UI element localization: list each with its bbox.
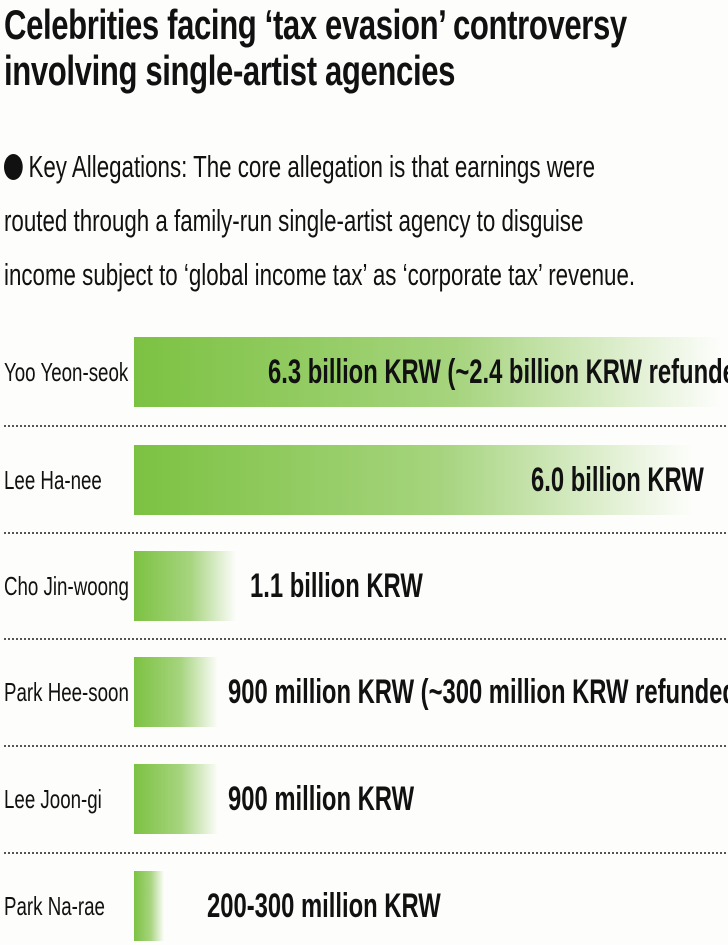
- row-divider: [4, 638, 726, 640]
- desc-line-3: income subject to ‘global income tax’ as…: [4, 257, 636, 292]
- title-line-1: Celebrities facing ‘tax evasion’ controv…: [4, 1, 627, 48]
- category-label: Lee Ha-nee: [4, 465, 102, 495]
- bar-row: Cho Jin-woong 1.1 billion KRW: [0, 551, 728, 621]
- data-label: 200-300 million KRW: [207, 887, 441, 925]
- bar: [134, 337, 720, 407]
- bar: [134, 871, 164, 941]
- bar-row: Yoo Yeon-seok 6.3 billion KRW (~2.4 billi…: [0, 337, 728, 407]
- bar: [134, 764, 218, 834]
- bar-row: Park Hee-soon 900 million KRW (~300 milli…: [0, 657, 728, 727]
- category-label: Park Hee-soon: [4, 677, 129, 707]
- row-divider: [4, 852, 726, 854]
- category-label: Yoo Yeon-seok: [4, 357, 129, 387]
- bar: [134, 551, 237, 621]
- data-label: 6.0 billion KRW: [531, 461, 704, 499]
- bullet-icon: [4, 154, 23, 180]
- bar-row: Lee Joon-gi 900 million KRW: [0, 764, 728, 834]
- row-divider: [4, 745, 726, 747]
- bar-row: Lee Ha-nee 6.0 billion KRW: [0, 445, 728, 515]
- chart-title: Celebrities facing ‘tax evasion’ controv…: [4, 2, 728, 94]
- data-label: 900 million KRW: [228, 780, 415, 818]
- category-label: Cho Jin-woong: [4, 571, 129, 601]
- title-line-2: involving single-artist agencies: [4, 47, 456, 94]
- desc-line-2: routed through a family-run single-artis…: [4, 203, 584, 238]
- row-divider: [4, 532, 726, 534]
- row-divider: [4, 425, 726, 427]
- key-allegations: Key Allegations: The core allegation is …: [4, 140, 728, 302]
- bar-row: Park Na-rae 200-300 million KRW: [0, 871, 728, 941]
- bar: [134, 445, 693, 515]
- category-label: Park Na-rae: [4, 891, 105, 921]
- data-label: 1.1 billion KRW: [250, 567, 423, 605]
- desc-line-1: Key Allegations: The core allegation is …: [28, 149, 596, 184]
- data-label: 6.3 billion KRW (~2.4 billion KRW refund…: [268, 353, 728, 391]
- bar: [134, 657, 218, 727]
- data-label: 900 million KRW (~300 million KRW refund…: [228, 673, 728, 711]
- category-label: Lee Joon-gi: [4, 784, 102, 814]
